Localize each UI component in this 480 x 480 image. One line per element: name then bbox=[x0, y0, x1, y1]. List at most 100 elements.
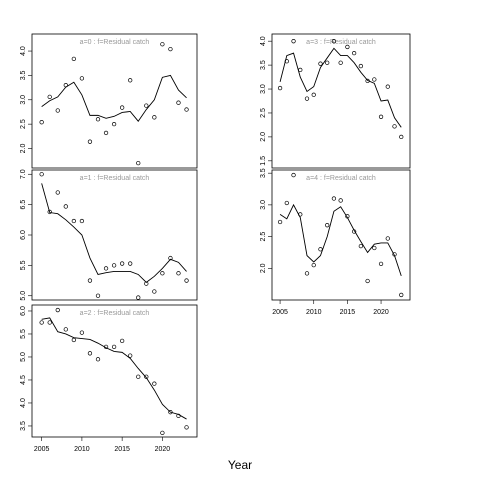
point bbox=[71, 218, 77, 224]
point bbox=[331, 39, 337, 44]
x-tick-label: 2005 bbox=[34, 446, 50, 453]
point bbox=[331, 196, 337, 201]
point bbox=[345, 214, 350, 219]
y-tick-label: 2.0 bbox=[20, 144, 27, 154]
point bbox=[378, 261, 384, 267]
point bbox=[318, 61, 323, 66]
point bbox=[277, 219, 283, 225]
point bbox=[103, 266, 109, 271]
point bbox=[304, 96, 310, 101]
fitted-line bbox=[41, 317, 187, 420]
point bbox=[71, 337, 77, 343]
point bbox=[136, 295, 141, 300]
y-tick-label: 4.0 bbox=[20, 46, 27, 56]
point bbox=[358, 63, 364, 69]
point bbox=[47, 94, 52, 100]
y-tick-label: 2.5 bbox=[20, 119, 27, 129]
point bbox=[399, 134, 404, 140]
point bbox=[55, 190, 60, 195]
x-tick-label: 2005 bbox=[272, 309, 288, 316]
y-tick-label: 5.5 bbox=[20, 329, 27, 339]
point bbox=[71, 56, 77, 62]
point bbox=[136, 374, 141, 379]
point bbox=[378, 114, 384, 119]
y-tick-label: 3.5 bbox=[260, 60, 267, 70]
point bbox=[176, 413, 181, 418]
y-tick-label: 4.0 bbox=[260, 36, 267, 46]
fitted-line bbox=[279, 203, 402, 277]
panel-title: a=3 : f=Residual catch bbox=[306, 39, 376, 46]
y-tick-label: 2.0 bbox=[260, 263, 267, 273]
point bbox=[304, 271, 310, 276]
point bbox=[351, 50, 357, 56]
x-tick-label: 2015 bbox=[114, 446, 130, 453]
point bbox=[399, 292, 404, 298]
point bbox=[87, 139, 93, 144]
point bbox=[63, 204, 68, 209]
y-tick-label: 3.0 bbox=[260, 200, 267, 210]
point bbox=[55, 108, 60, 113]
y-tick-label: 7.0 bbox=[20, 169, 27, 179]
y-tick-label: 3.0 bbox=[20, 95, 27, 105]
y-tick-label: 5.5 bbox=[20, 260, 27, 270]
point bbox=[284, 200, 289, 206]
point bbox=[87, 278, 93, 283]
panel bbox=[271, 169, 411, 301]
point bbox=[184, 107, 189, 112]
y-tick-label: 5.0 bbox=[20, 291, 27, 301]
point bbox=[152, 289, 157, 294]
point bbox=[311, 262, 316, 268]
y-tick-label: 2.5 bbox=[260, 108, 267, 118]
point bbox=[318, 247, 323, 252]
point bbox=[298, 212, 303, 217]
y-tick-label: 4.0 bbox=[20, 398, 27, 408]
fitted-line bbox=[41, 74, 187, 122]
y-tick-label: 3.5 bbox=[260, 168, 267, 178]
point bbox=[47, 320, 52, 325]
point bbox=[365, 78, 370, 84]
y-tick-label: 3.5 bbox=[20, 421, 27, 431]
y-tick-label: 6.5 bbox=[20, 200, 27, 210]
point bbox=[152, 381, 157, 386]
y-tick-label: 6.0 bbox=[20, 230, 27, 240]
point bbox=[160, 42, 165, 47]
point bbox=[372, 245, 377, 251]
point bbox=[111, 121, 117, 127]
point bbox=[160, 430, 165, 436]
point bbox=[95, 357, 101, 362]
point bbox=[345, 44, 350, 50]
point bbox=[119, 261, 125, 266]
point bbox=[144, 103, 149, 108]
point bbox=[291, 172, 296, 178]
point bbox=[168, 410, 173, 415]
point bbox=[39, 120, 44, 125]
point bbox=[311, 92, 316, 97]
point bbox=[39, 172, 44, 177]
fitted-line bbox=[279, 47, 402, 128]
y-tick-label: 5.0 bbox=[20, 352, 27, 362]
point bbox=[144, 281, 149, 286]
x-tick-label: 2010 bbox=[306, 309, 322, 316]
point bbox=[136, 160, 141, 166]
point bbox=[277, 85, 283, 91]
x-tick-label: 2015 bbox=[340, 309, 356, 316]
y-tick-label: 6.0 bbox=[20, 306, 27, 316]
panel-title: a=0 : f=Residual catch bbox=[80, 39, 150, 46]
point bbox=[63, 327, 68, 332]
point bbox=[128, 78, 133, 83]
point bbox=[168, 255, 173, 261]
point bbox=[128, 353, 133, 358]
x-tick-label: 2020 bbox=[373, 309, 389, 316]
point bbox=[160, 271, 165, 276]
x-tick-label: 2010 bbox=[74, 446, 90, 453]
y-tick-label: 3.0 bbox=[260, 84, 267, 94]
point bbox=[103, 130, 109, 136]
y-tick-label: 3.5 bbox=[20, 70, 27, 80]
point bbox=[87, 351, 93, 356]
fitted-line bbox=[41, 183, 187, 283]
point bbox=[55, 307, 60, 313]
point bbox=[79, 76, 85, 81]
point bbox=[47, 209, 52, 215]
panel-title: a=2 : f=Residual catch bbox=[80, 310, 150, 317]
point bbox=[392, 124, 397, 129]
